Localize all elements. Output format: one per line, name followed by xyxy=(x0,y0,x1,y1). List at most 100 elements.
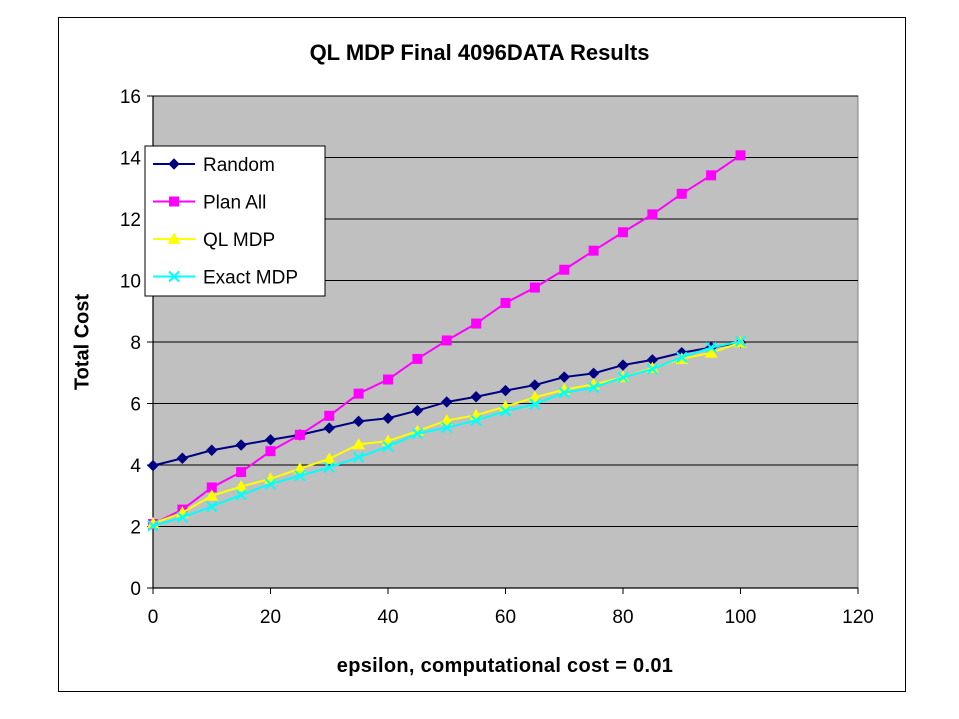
data-point-ql-mdp xyxy=(234,479,248,492)
y-tick-label: 8 xyxy=(130,333,141,354)
legend-swatch-marker xyxy=(168,270,180,283)
data-point-exact-mdp xyxy=(499,405,512,417)
data-point-ql-mdp xyxy=(205,489,219,501)
data-point-exact-mdp xyxy=(441,421,453,434)
data-point-plan-all xyxy=(500,297,511,308)
data-point-plan-all xyxy=(618,227,628,238)
y-tick-label: 6 xyxy=(130,395,141,416)
x-tick-labels: 0 20 40 60 80 100 120 xyxy=(148,588,874,628)
data-point-exact-mdp xyxy=(646,363,659,375)
data-point-plan-all xyxy=(559,264,570,275)
data-point-plan-all xyxy=(324,410,335,421)
legend-label: Exact MDP xyxy=(203,268,298,289)
marker-stroke xyxy=(352,451,365,464)
data-point-exact-mdp xyxy=(235,489,247,501)
marker-stroke xyxy=(646,363,659,375)
data-point-exact-mdp xyxy=(529,398,541,410)
data-point-exact-mdp xyxy=(206,500,218,513)
data-point-plan-all xyxy=(529,282,540,293)
series-plan-all xyxy=(148,150,746,530)
legend-item-random: Random xyxy=(153,155,275,176)
data-point-exact-mdp xyxy=(294,470,306,482)
marker-stroke xyxy=(441,421,453,434)
data-point-random xyxy=(529,379,541,391)
legend-swatch-marker xyxy=(167,232,181,244)
data-point-random xyxy=(323,422,335,434)
marker-stroke xyxy=(734,335,747,348)
marker-stroke xyxy=(168,270,180,283)
y-tick-label: 12 xyxy=(120,210,141,231)
x-tick-label: 80 xyxy=(612,607,633,628)
x-tick-label: 0 xyxy=(148,607,159,628)
data-point-plan-all xyxy=(647,209,658,220)
y-tick-labels: 0 2 4 6 8 10 12 14 16 xyxy=(120,87,153,600)
x-tick-label: 100 xyxy=(725,607,757,628)
data-point-exact-mdp xyxy=(411,427,424,440)
data-point-exact-mdp xyxy=(176,511,189,523)
legend-label: Random xyxy=(203,155,275,176)
series-exact-mdp xyxy=(147,335,747,532)
data-point-random xyxy=(264,434,277,446)
data-point-random xyxy=(558,371,570,383)
data-point-plan-all xyxy=(471,318,482,329)
y-tick-label: 4 xyxy=(130,456,141,477)
data-point-random xyxy=(499,384,512,397)
data-point-random xyxy=(617,359,629,371)
legend-swatch-marker xyxy=(168,158,180,170)
marker-stroke xyxy=(206,500,218,513)
marker-stroke xyxy=(323,461,335,474)
marker-stroke xyxy=(558,387,570,399)
legend-swatch-marker xyxy=(169,196,179,207)
marker-stroke xyxy=(264,478,277,490)
data-point-ql-mdp xyxy=(528,390,542,403)
data-point-exact-mdp xyxy=(587,381,600,394)
data-point-exact-mdp xyxy=(617,371,629,384)
legend-box xyxy=(144,145,326,297)
y-tick-label: 2 xyxy=(130,518,141,539)
x-tick-label: 120 xyxy=(842,607,874,628)
marker-stroke xyxy=(294,470,306,482)
data-point-exact-mdp xyxy=(734,335,747,348)
data-point-random xyxy=(352,415,365,428)
data-point-plan-all xyxy=(383,374,393,385)
chart-title: QL MDP Final 4096DATA Results xyxy=(309,40,650,65)
marker-stroke xyxy=(147,520,159,532)
marker-stroke xyxy=(499,405,512,417)
data-point-plan-all xyxy=(265,446,276,457)
data-point-random xyxy=(235,439,247,451)
marker-stroke xyxy=(235,489,247,501)
data-point-ql-mdp xyxy=(352,437,365,450)
marker-stroke xyxy=(411,427,424,440)
data-point-plan-all xyxy=(412,353,423,364)
data-point-plan-all xyxy=(588,245,599,256)
legend-item-exact-mdp: Exact MDP xyxy=(153,268,298,289)
marker-stroke xyxy=(676,351,688,364)
y-tick-label: 0 xyxy=(130,579,141,600)
marker-stroke xyxy=(705,341,717,354)
data-point-random xyxy=(176,452,189,464)
data-point-ql-mdp xyxy=(440,413,454,426)
marker-stroke xyxy=(529,398,541,410)
data-point-exact-mdp xyxy=(147,520,159,532)
marker-stroke xyxy=(587,381,600,394)
y-tick-label: 16 xyxy=(120,87,141,108)
data-point-exact-mdp xyxy=(323,461,335,474)
data-point-exact-mdp xyxy=(352,451,365,464)
marker-stroke xyxy=(617,371,629,384)
data-point-plan-all xyxy=(294,429,305,440)
data-point-random xyxy=(382,412,394,424)
legend: Random Plan All QL MDP Exact MDP xyxy=(144,145,326,297)
data-point-ql-mdp xyxy=(322,452,336,464)
data-point-random xyxy=(147,459,159,472)
x-axis-title: epsilon, computational cost = 0.01 xyxy=(336,655,674,677)
legend-item-ql-mdp: QL MDP xyxy=(153,230,275,251)
data-point-ql-mdp xyxy=(704,346,718,358)
data-point-exact-mdp xyxy=(558,387,570,399)
data-point-exact-mdp xyxy=(676,351,688,364)
x-tick-label: 20 xyxy=(260,607,281,628)
data-point-exact-mdp xyxy=(470,414,482,427)
data-point-plan-all xyxy=(353,388,364,399)
data-point-random xyxy=(470,391,482,403)
data-point-plan-all xyxy=(706,170,717,181)
